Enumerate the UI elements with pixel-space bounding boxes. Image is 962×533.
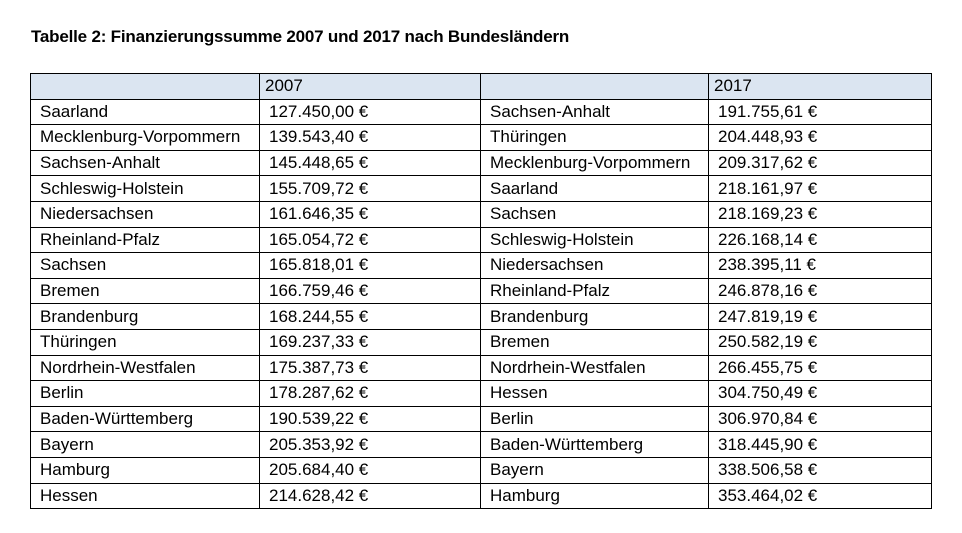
value-2007-cell: 155.709,72 € (259, 175, 481, 202)
state-2017-cell: Thüringen (480, 124, 709, 151)
value-2007-cell: 168.244,55 € (259, 303, 481, 330)
value-2007-cell: 165.054,72 € (259, 226, 481, 254)
value-2017-cell: 246.878,16 € (708, 277, 932, 305)
state-2007-cell: Mecklenburg-Vorpommern (30, 124, 260, 151)
table-row: Hessen 214.628,42 € Hamburg 353.464,02 € (30, 482, 932, 510)
value-2017-cell: 304.750,49 € (708, 380, 932, 407)
state-2017-cell: Hessen (480, 380, 709, 407)
value-2017-cell: 266.455,75 € (708, 354, 932, 382)
value-2007-cell: 139.543,40 € (259, 124, 481, 151)
table-row: Saarland 127.450,00 € Sachsen-Anhalt 191.75… (30, 98, 932, 126)
header-state-2007 (30, 73, 260, 100)
state-2007-cell: Brandenburg (30, 303, 260, 330)
value-2007-cell: 178.287,62 € (259, 380, 481, 407)
table-row: Rheinland-Pfalz 165.054,72 € Schleswig-Hol… (30, 226, 932, 254)
value-2017-cell: 238.395,11 € (708, 252, 932, 279)
header-year-2007: 2007 (259, 73, 481, 100)
table-row: Mecklenburg-Vorpommern 139.543,40 € Thürin… (30, 124, 932, 151)
value-2017-cell: 306.970,84 € (708, 405, 932, 433)
table-row: Schleswig-Holstein 155.709,72 € Saarland 21… (30, 175, 932, 202)
state-2017-cell: Bayern (480, 456, 709, 484)
state-2007-cell: Sachsen-Anhalt (30, 149, 260, 177)
state-2017-cell: Saarland (480, 175, 709, 202)
value-2007-cell: 205.353,92 € (259, 431, 481, 458)
value-2007-cell: 161.646,35 € (259, 200, 481, 228)
value-2017-cell: 209.317,62 € (708, 149, 932, 177)
state-2017-cell: Baden-Württemberg (480, 431, 709, 458)
value-2007-cell: 127.450,00 € (259, 98, 481, 126)
table-row: Berlin 178.287,62 € Hessen 304.750,49 € (30, 380, 932, 407)
state-2007-cell: Hessen (30, 482, 260, 510)
state-2007-cell: Sachsen (30, 252, 260, 279)
value-2017-cell: 218.161,97 € (708, 175, 932, 202)
value-2007-cell: 190.539,22 € (259, 405, 481, 433)
state-2007-cell: Bremen (30, 277, 260, 305)
table-row: Thüringen 169.237,33 € Bremen 250.582,19 € (30, 328, 932, 356)
value-2007-cell: 214.628,42 € (259, 482, 481, 510)
value-2017-cell: 250.582,19 € (708, 328, 932, 356)
state-2017-cell: Bremen (480, 328, 709, 356)
state-2017-cell: Brandenburg (480, 303, 709, 330)
value-2017-cell: 191.755,61 € (708, 98, 932, 126)
table-row: Sachsen 165.818,01 € Niedersachsen 238.395,… (30, 252, 932, 279)
header-year-2017: 2017 (708, 73, 932, 100)
table-row: Hamburg 205.684,40 € Bayern 338.506,58 € (30, 456, 932, 484)
state-2017-cell: Rheinland-Pfalz (480, 277, 709, 305)
state-2007-cell: Berlin (30, 380, 260, 407)
state-2017-cell: Nordrhein-Westfalen (480, 354, 709, 382)
value-2007-cell: 166.759,46 € (259, 277, 481, 305)
value-2017-cell: 226.168,14 € (708, 226, 932, 254)
value-2017-cell: 204.448,93 € (708, 124, 932, 151)
value-2017-cell: 247.819,19 € (708, 303, 932, 330)
value-2017-cell: 353.464,02 € (708, 482, 932, 510)
state-2017-cell: Sachsen (480, 200, 709, 228)
header-state-2017 (480, 73, 709, 100)
state-2007-cell: Rheinland-Pfalz (30, 226, 260, 254)
table-row: Nordrhein-Westfalen 175.387,73 € Nordrhein… (30, 354, 932, 382)
table-row: Bremen 166.759,46 € Rheinland-Pfalz 246.878… (30, 277, 932, 305)
table-row: Niedersachsen 161.646,35 € Sachsen 218.169,… (30, 200, 932, 228)
state-2017-cell: Berlin (480, 405, 709, 433)
table-body: Saarland 127.450,00 € Sachsen-Anhalt 191.75… (30, 98, 932, 510)
value-2007-cell: 175.387,73 € (259, 354, 481, 382)
state-2007-cell: Baden-Württemberg (30, 405, 260, 433)
value-2007-cell: 165.818,01 € (259, 252, 481, 279)
table-row: Bayern 205.353,92 € Baden-Württemberg 318.4… (30, 431, 932, 458)
state-2017-cell: Niedersachsen (480, 252, 709, 279)
state-2007-cell: Schleswig-Holstein (30, 175, 260, 202)
value-2017-cell: 218.169,23 € (708, 200, 932, 228)
table-row: Brandenburg 168.244,55 € Brandenburg 247.81… (30, 303, 932, 330)
state-2017-cell: Hamburg (480, 482, 709, 510)
state-2007-cell: Niedersachsen (30, 200, 260, 228)
value-2007-cell: 205.684,40 € (259, 456, 481, 484)
header-row: 2007 2017 (30, 73, 932, 100)
state-2007-cell: Thüringen (30, 328, 260, 356)
state-2017-cell: Sachsen-Anhalt (480, 98, 709, 126)
table-row: Sachsen-Anhalt 145.448,65 € Mecklenburg-Vo… (30, 149, 932, 177)
state-2007-cell: Hamburg (30, 456, 260, 484)
value-2017-cell: 318.445,90 € (708, 431, 932, 458)
state-2017-cell: Mecklenburg-Vorpommern (480, 149, 709, 177)
table-title: Tabelle 2: Finanzierungssumme 2007 und 2… (31, 27, 570, 46)
state-2007-cell: Saarland (30, 98, 260, 126)
value-2007-cell: 145.448,65 € (259, 149, 481, 177)
table-row: Baden-Württemberg 190.539,22 € Berlin 306.9… (30, 405, 932, 433)
state-2007-cell: Bayern (30, 431, 260, 458)
value-2007-cell: 169.237,33 € (259, 328, 481, 356)
state-2017-cell: Schleswig-Holstein (480, 226, 709, 254)
value-2017-cell: 338.506,58 € (708, 456, 932, 484)
state-2007-cell: Nordrhein-Westfalen (30, 354, 260, 382)
funding-table: 2007 2017 Saarland 127.450,00 € Sachsen-An… (30, 73, 932, 510)
